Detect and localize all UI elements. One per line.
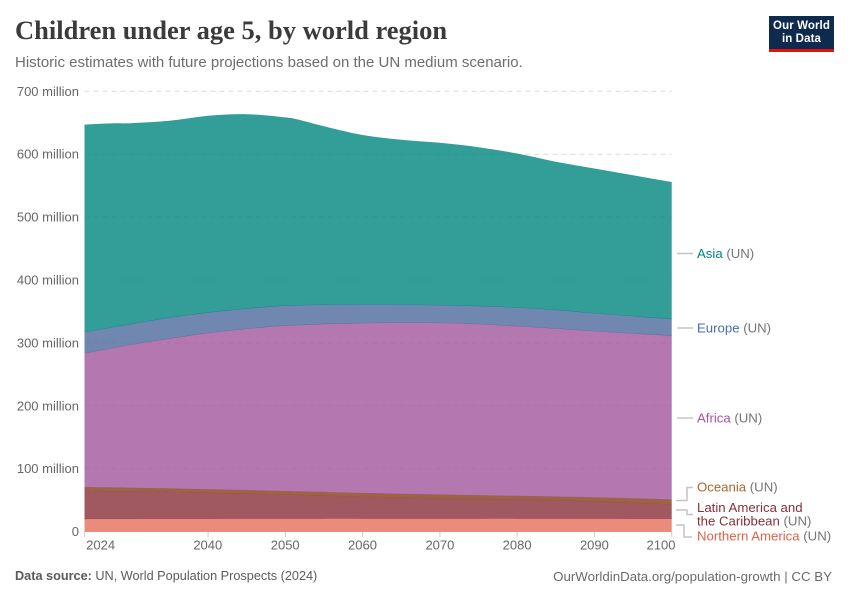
- svg-text:2090: 2090: [580, 538, 609, 553]
- svg-text:400 million: 400 million: [17, 273, 79, 288]
- svg-text:500 million: 500 million: [17, 210, 79, 225]
- svg-text:0: 0: [72, 524, 79, 539]
- svg-text:2040: 2040: [193, 538, 222, 553]
- svg-text:Asia (UN): Asia (UN): [697, 246, 754, 261]
- svg-text:2024: 2024: [86, 538, 115, 553]
- svg-text:2100: 2100: [647, 538, 676, 553]
- svg-text:100 million: 100 million: [17, 461, 79, 476]
- svg-text:700 million: 700 million: [17, 84, 79, 99]
- svg-text:2050: 2050: [271, 538, 300, 553]
- svg-text:2070: 2070: [425, 538, 454, 553]
- svg-text:Northern America (UN): Northern America (UN): [697, 529, 831, 544]
- svg-text:600 million: 600 million: [17, 147, 79, 162]
- svg-text:Oceania (UN): Oceania (UN): [697, 480, 778, 495]
- svg-text:the Caribbean (UN): the Caribbean (UN): [697, 514, 811, 529]
- svg-text:300 million: 300 million: [17, 335, 79, 350]
- svg-text:Latin America and: Latin America and: [697, 500, 803, 515]
- svg-text:Africa (UN): Africa (UN): [697, 411, 762, 426]
- svg-text:2080: 2080: [503, 538, 532, 553]
- svg-text:2060: 2060: [348, 538, 377, 553]
- svg-text:200 million: 200 million: [17, 398, 79, 413]
- svg-text:Europe (UN): Europe (UN): [697, 321, 771, 336]
